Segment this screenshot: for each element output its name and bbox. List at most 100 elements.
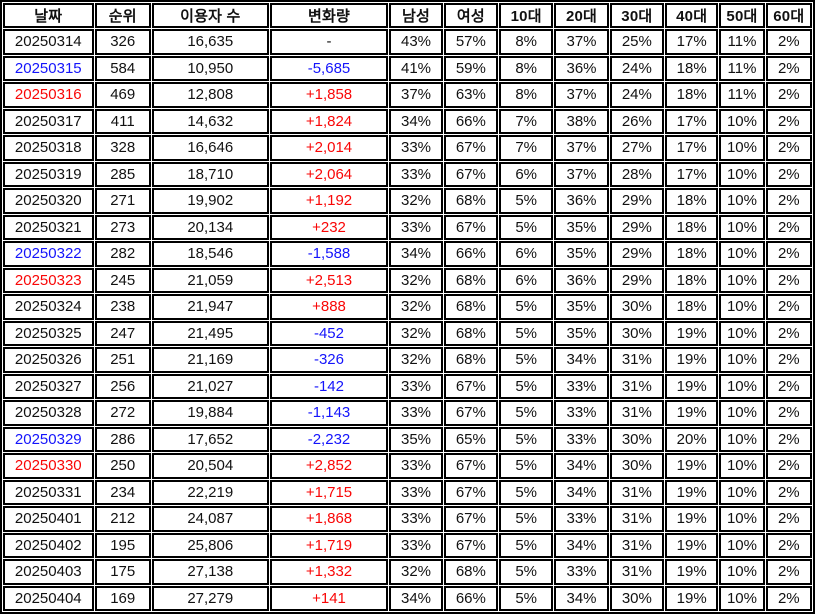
- cell-age20: 34%: [554, 479, 609, 505]
- table-row: 20250319 285 18,710 +2,064 33% 67% 6% 37% 28% 17%…: [3, 161, 812, 187]
- cell-female: 66%: [443, 241, 499, 267]
- cell-male: 34%: [389, 585, 443, 611]
- cell-age40: 19%: [665, 400, 719, 426]
- cell-age10: 5%: [499, 400, 554, 426]
- cell-age60: 2%: [765, 506, 812, 532]
- cell-age20: 34%: [554, 453, 609, 479]
- table-row: 20250329 286 17,652 -2,232 35% 65% 5% 33% 30% 20%…: [3, 426, 812, 452]
- cell-age20: 33%: [554, 373, 609, 399]
- cell-date: 20250330: [3, 453, 94, 479]
- cell-male: 33%: [389, 506, 443, 532]
- cell-age10: 5%: [499, 479, 554, 505]
- column-header-female: 여성: [443, 3, 499, 28]
- table-row: 20250323 245 21,059 +2,513 32% 68% 6% 36% 29% 18%…: [3, 267, 812, 293]
- cell-change: +1,332: [269, 559, 389, 585]
- cell-age40: 19%: [665, 559, 719, 585]
- cell-age30: 28%: [609, 161, 664, 187]
- cell-age50: 11%: [719, 82, 765, 108]
- cell-age10: 5%: [499, 426, 554, 452]
- cell-age30: 30%: [609, 426, 664, 452]
- cell-age40: 19%: [665, 373, 719, 399]
- table-row: 20250324 238 21,947 +888 32% 68% 5% 35% 30% 18% 10…: [3, 294, 812, 320]
- cell-age60: 2%: [765, 479, 812, 505]
- cell-age10: 5%: [499, 347, 554, 373]
- cell-rank: 285: [94, 161, 151, 187]
- cell-age60: 2%: [765, 214, 812, 240]
- cell-date: 20250314: [3, 29, 94, 55]
- cell-male: 41%: [389, 55, 443, 81]
- cell-date: 20250331: [3, 479, 94, 505]
- table-row: 20250320 271 19,902 +1,192 32% 68% 5% 36% 29% 18%…: [3, 188, 812, 214]
- cell-users: 21,027: [151, 373, 269, 399]
- cell-age30: 30%: [609, 585, 664, 611]
- cell-users: 27,279: [151, 585, 269, 611]
- column-header-age10: 10대: [499, 3, 554, 28]
- cell-rank: 256: [94, 373, 151, 399]
- cell-date: 20250321: [3, 214, 94, 240]
- table-row: 20250401 212 24,087 +1,868 33% 67% 5% 33% 31% 19%…: [3, 506, 812, 532]
- cell-change: +2,064: [269, 161, 389, 187]
- cell-age20: 35%: [554, 294, 609, 320]
- cell-rank: 584: [94, 55, 151, 81]
- cell-age20: 36%: [554, 55, 609, 81]
- cell-age60: 2%: [765, 241, 812, 267]
- cell-age50: 10%: [719, 373, 765, 399]
- cell-rank: 251: [94, 347, 151, 373]
- cell-age30: 31%: [609, 373, 664, 399]
- column-header-age30: 30대: [609, 3, 664, 28]
- cell-users: 21,169: [151, 347, 269, 373]
- cell-age10: 5%: [499, 188, 554, 214]
- cell-age50: 10%: [719, 347, 765, 373]
- cell-age20: 33%: [554, 426, 609, 452]
- cell-age60: 2%: [765, 532, 812, 558]
- table-row: 20250327 256 21,027 -142 33% 67% 5% 33% 31% 19% 10…: [3, 373, 812, 399]
- cell-users: 21,947: [151, 294, 269, 320]
- cell-age20: 37%: [554, 82, 609, 108]
- column-header-age50: 50대: [719, 3, 765, 28]
- cell-age20: 34%: [554, 347, 609, 373]
- cell-age60: 2%: [765, 347, 812, 373]
- column-header-date: 날짜: [3, 3, 94, 28]
- cell-female: 68%: [443, 559, 499, 585]
- cell-age40: 18%: [665, 55, 719, 81]
- column-header-rank: 순위: [94, 3, 151, 28]
- cell-change: -1,143: [269, 400, 389, 426]
- cell-age20: 35%: [554, 214, 609, 240]
- table-row: 20250402 195 25,806 +1,719 33% 67% 5% 34% 31% 19%…: [3, 532, 812, 558]
- cell-female: 57%: [443, 29, 499, 55]
- cell-age10: 5%: [499, 559, 554, 585]
- cell-age60: 2%: [765, 108, 812, 134]
- cell-female: 68%: [443, 188, 499, 214]
- cell-age20: 37%: [554, 29, 609, 55]
- cell-age20: 38%: [554, 108, 609, 134]
- cell-age40: 18%: [665, 82, 719, 108]
- cell-age40: 17%: [665, 135, 719, 161]
- cell-age40: 19%: [665, 506, 719, 532]
- cell-age20: 33%: [554, 400, 609, 426]
- cell-age10: 5%: [499, 532, 554, 558]
- cell-age60: 2%: [765, 29, 812, 55]
- cell-rank: 273: [94, 214, 151, 240]
- table-row: 20250315 584 10,950 -5,685 41% 59% 8% 36% 24% 18%…: [3, 55, 812, 81]
- cell-age50: 10%: [719, 479, 765, 505]
- cell-age60: 2%: [765, 82, 812, 108]
- cell-female: 67%: [443, 453, 499, 479]
- cell-age60: 2%: [765, 55, 812, 81]
- cell-date: 20250317: [3, 108, 94, 134]
- cell-date: 20250326: [3, 347, 94, 373]
- cell-users: 18,546: [151, 241, 269, 267]
- cell-users: 12,808: [151, 82, 269, 108]
- cell-users: 14,632: [151, 108, 269, 134]
- column-header-users: 이용자 수: [151, 3, 269, 28]
- cell-female: 67%: [443, 479, 499, 505]
- cell-rank: 469: [94, 82, 151, 108]
- cell-age60: 2%: [765, 400, 812, 426]
- cell-age30: 31%: [609, 559, 664, 585]
- cell-male: 32%: [389, 559, 443, 585]
- table-row: 20250404 169 27,279 +141 34% 66% 5% 34% 30% 19% 10…: [3, 585, 812, 611]
- cell-age20: 35%: [554, 320, 609, 346]
- cell-age40: 18%: [665, 294, 719, 320]
- cell-age60: 2%: [765, 161, 812, 187]
- cell-rank: 238: [94, 294, 151, 320]
- cell-change: +888: [269, 294, 389, 320]
